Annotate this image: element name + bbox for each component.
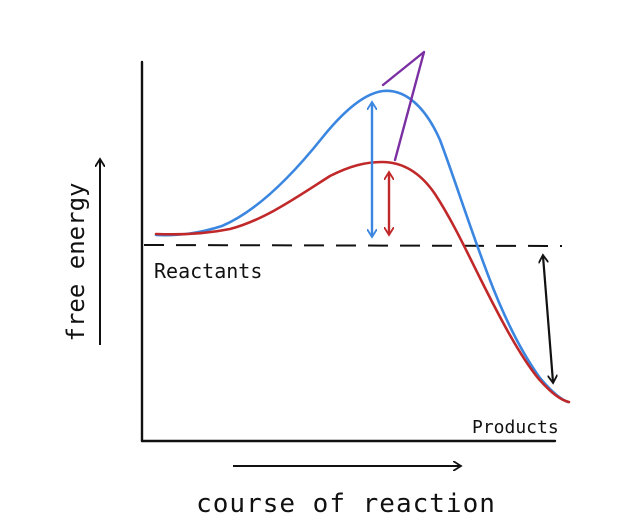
reactant-level-dashed-line xyxy=(143,244,563,247)
purple-pointer xyxy=(381,50,426,162)
delta-g-arrow xyxy=(543,256,553,382)
x-axis-label: course of reaction xyxy=(196,489,496,519)
catalyzed-curve xyxy=(154,160,571,404)
y-axis-label: free energy xyxy=(62,183,90,342)
reactants-label: Reactants xyxy=(154,259,262,283)
uncatalyzed-curve xyxy=(154,89,570,404)
products-label: Products xyxy=(472,417,559,438)
